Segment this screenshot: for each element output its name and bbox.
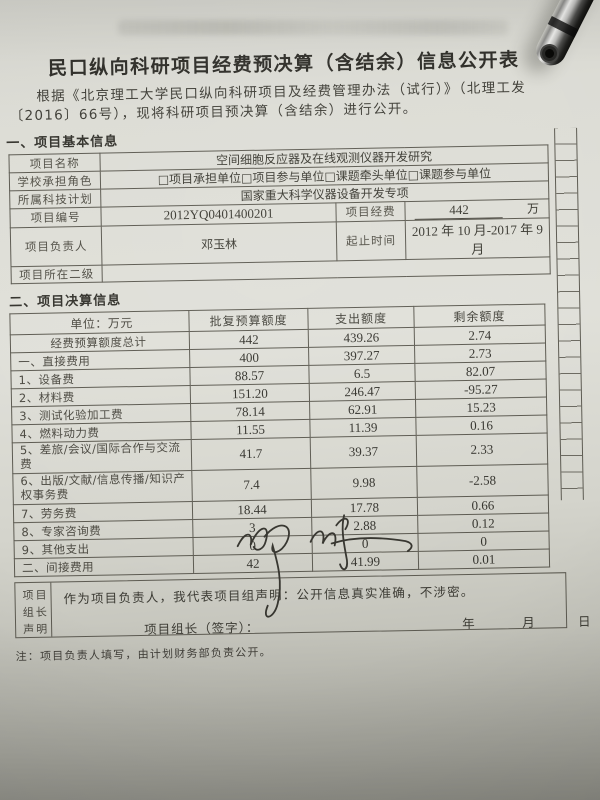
spent-header: 支出额度 [307, 306, 415, 330]
day-label: 日 [577, 613, 592, 630]
row-spent: 0 [311, 533, 419, 554]
dept-label: 项目所在二级 [11, 265, 103, 285]
row-spent: 62.91 [309, 399, 416, 420]
project-leader-label: 项目负责人 [10, 226, 102, 268]
row-spent: 39.37 [310, 435, 417, 469]
project-number-label: 项目编号 [9, 207, 102, 229]
remain-header: 剩余额度 [413, 304, 546, 328]
row-remain: -95.27 [415, 379, 547, 400]
footnote: 注：项目负责人填写，由计划财务部负责公开。 [15, 645, 272, 664]
period-label: 起止时间 [336, 220, 406, 262]
row-remain: 2.73 [414, 343, 546, 364]
row-remain: 0 [417, 531, 550, 552]
year-label: 年 [461, 616, 476, 632]
row-budget: 41.7 [191, 437, 311, 471]
funds-amount: 442 [414, 201, 504, 221]
funds-unit: 万 [526, 201, 540, 217]
row-remain: 0.01 [418, 549, 550, 570]
row-spent: 9.98 [310, 466, 418, 500]
row-spent: 11.39 [309, 417, 417, 438]
row-spent: 397.27 [308, 345, 415, 366]
row-remain: 0.66 [417, 495, 549, 516]
row-budget: 18.44 [192, 499, 312, 520]
pen-tip-hole [543, 47, 556, 60]
project-funds-value: 442 万 [404, 199, 550, 221]
row-budget: 78.14 [190, 401, 310, 422]
row-remain: 15.23 [415, 397, 547, 418]
intro-paragraph: 根据《北京理工大学民口纵向科研项目及经费管理办法（试行）》（北理工发〔2016〕… [9, 79, 527, 124]
row-budget: 3 [192, 517, 312, 538]
row-spent: 246.47 [309, 381, 416, 402]
basic-info-table: 项目名称 空间细胞反应器及在线观测仪器开发研究 学校承担角色 □项目承担单位□项… [8, 145, 551, 285]
row-remain: -2.58 [416, 464, 549, 498]
row-label: 6、出版/文献/信息传播/知识产权事务费 [12, 470, 193, 506]
declaration-side-label: 项目组长声明 [15, 582, 53, 638]
row-budget: 11.55 [190, 419, 311, 440]
row-budget: 400 [189, 347, 309, 368]
signature-row: 项目组长（签字）： 年 月 日 [64, 612, 592, 640]
final-accounts-table: 单位：万元 批复预算额度 支出额度 剩余额度 经费预算额度总计 442 439.… [9, 304, 550, 578]
declaration-box: 项目组长声明 作为项目负责人，我代表项目组声明：公开信息真实准确，不涉密。 项目… [14, 572, 592, 639]
row-budget: 151.20 [190, 383, 310, 404]
school-role-label: 学校承担角色 [9, 171, 101, 192]
bleed-through-smudge [118, 20, 508, 35]
form-title: 民口纵向科研项目经费预决算（含结余）信息公开表 [47, 48, 520, 80]
row-label: 5、差旅/会议/国际合作与交流费 [12, 439, 192, 475]
right-ruled-margin-strip [554, 127, 584, 501]
row-budget: 0 [193, 535, 313, 556]
row-remain: 82.07 [414, 361, 547, 382]
period-value: 2012 年 10 月-2017 年 9 月 [405, 218, 550, 260]
program-label: 所属科技计划 [9, 189, 101, 210]
pen-band [547, 15, 579, 38]
project-funds-label: 项目经费 [335, 201, 406, 223]
row-spent: 6.5 [308, 363, 416, 384]
row-budget: 7.4 [191, 468, 312, 502]
budget-disclosure-form: 民口纵向科研项目经费预决算（含结余）信息公开表 根据《北京理工大学民口纵向科研项… [4, 0, 592, 665]
row-budget: 42 [193, 553, 313, 574]
row-remain: 2.33 [416, 433, 548, 467]
row-remain: 0.16 [415, 415, 548, 436]
row-remain: 0.12 [417, 513, 549, 534]
row-spent: 41.99 [312, 551, 419, 572]
budget-header: 批复预算额度 [188, 308, 309, 332]
declaration-statement: 作为项目负责人，我代表项目组声明：公开信息真实准确，不涉密。 [63, 584, 475, 607]
project-name-label: 项目名称 [8, 153, 101, 174]
row-spent: 2.88 [311, 515, 418, 536]
row-label: 二、间接费用 [14, 555, 194, 578]
project-leader-value: 邓玉林 [101, 222, 337, 266]
sign-label: 项目组长（签字）： [144, 620, 260, 638]
row-budget: 442 [189, 329, 309, 350]
month-label: 月 [521, 614, 536, 631]
row-remain: 2.74 [414, 325, 546, 346]
declaration-content: 作为项目负责人，我代表项目组声明：公开信息真实准确，不涉密。 项目组长（签字）：… [51, 573, 591, 637]
row-spent: 439.26 [308, 327, 415, 348]
row-spent: 17.78 [311, 497, 418, 518]
row-budget: 88.57 [189, 365, 310, 386]
